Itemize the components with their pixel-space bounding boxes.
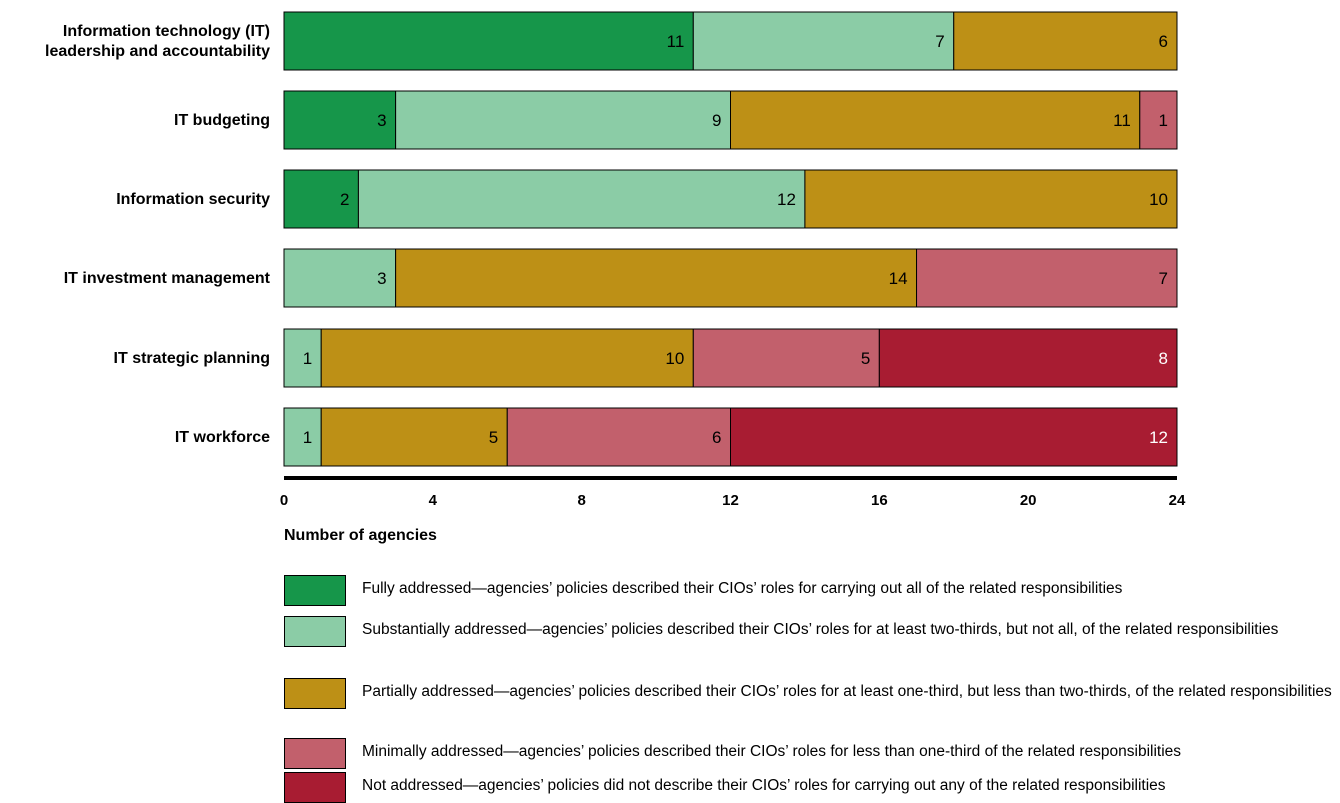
bar-segment bbox=[692, 11, 955, 71]
bar-value-label: 6 bbox=[712, 428, 721, 447]
bar-segment bbox=[283, 90, 397, 150]
bar-value-label: 1 bbox=[1159, 111, 1168, 130]
bar-value-label: 9 bbox=[712, 111, 721, 130]
bar-segment bbox=[395, 248, 918, 308]
category-label: Information security bbox=[116, 191, 270, 208]
bar-segment bbox=[320, 328, 694, 388]
bar-value-label: 1 bbox=[303, 428, 312, 447]
bar-value-label: 1 bbox=[303, 349, 312, 368]
bar-value-label: 5 bbox=[861, 349, 870, 368]
category-label: Information technology (IT) leadership an… bbox=[45, 23, 270, 60]
bar-value-label: 3 bbox=[377, 111, 386, 130]
category-label: IT workforce bbox=[175, 429, 270, 446]
x-tick-label: 4 bbox=[429, 492, 438, 509]
bar-value-label: 12 bbox=[777, 190, 796, 209]
bar-value-label: 8 bbox=[1159, 349, 1168, 368]
legend-swatch-fully bbox=[284, 575, 346, 606]
bar-value-label: 11 bbox=[667, 32, 685, 51]
legend-swatch-partially bbox=[284, 678, 346, 709]
legend-swatch-substantially bbox=[284, 616, 346, 647]
x-tick-label: 8 bbox=[577, 492, 585, 509]
legend-text-partially: Partially addressed—agencies’ policies d… bbox=[362, 683, 1332, 700]
bar-value-label: 11 bbox=[1113, 111, 1131, 130]
bar-value-label: 3 bbox=[377, 269, 386, 288]
bar-segment bbox=[283, 248, 397, 308]
x-axis-label: Number of agencies bbox=[284, 527, 437, 544]
bar-value-label: 5 bbox=[489, 428, 498, 447]
bar-value-label: 6 bbox=[1159, 32, 1168, 51]
bar-segment bbox=[320, 407, 508, 467]
bar-segment bbox=[953, 11, 1178, 71]
x-axis-line bbox=[284, 476, 1177, 480]
x-tick-label: 16 bbox=[871, 492, 888, 509]
bar-segment bbox=[730, 90, 1141, 150]
category-label: IT strategic planning bbox=[114, 350, 270, 367]
bar-segment bbox=[692, 328, 880, 388]
stacked-bar-chart: Information technology (IT) leadership an… bbox=[45, 11, 1186, 509]
legend-text-fully: Fully addressed—agencies’ policies descr… bbox=[362, 580, 1123, 597]
bar-value-label: 2 bbox=[340, 190, 349, 209]
bar-segment bbox=[395, 90, 731, 150]
legend-text-minimally: Minimally addressed—agencies’ policies d… bbox=[362, 743, 1182, 760]
legend-text-not: Not addressed—agencies’ policies did not… bbox=[362, 777, 1166, 794]
legend-swatch-not bbox=[284, 772, 346, 803]
x-tick-label: 12 bbox=[722, 492, 739, 509]
x-tick-label: 20 bbox=[1020, 492, 1037, 509]
bar-segment bbox=[283, 169, 359, 229]
x-tick-label: 24 bbox=[1169, 492, 1186, 509]
category-label: IT budgeting bbox=[174, 112, 270, 129]
bar-segment bbox=[1139, 90, 1178, 150]
legend-swatch-minimally bbox=[284, 738, 346, 769]
bar-segment bbox=[804, 169, 1178, 229]
category-label: IT investment management bbox=[64, 270, 271, 287]
bar-segment bbox=[283, 11, 694, 71]
legend-text-substantially: Substantially addressed—agencies’ polici… bbox=[362, 621, 1279, 638]
bar-value-label: 12 bbox=[1149, 428, 1168, 447]
bar-value-label: 7 bbox=[935, 32, 944, 51]
bar-value-label: 14 bbox=[889, 269, 908, 288]
bar-segment bbox=[730, 407, 1178, 467]
bar-segment bbox=[357, 169, 806, 229]
bar-value-label: 7 bbox=[1159, 269, 1168, 288]
bar-segment bbox=[878, 328, 1178, 388]
bar-value-label: 10 bbox=[1149, 190, 1168, 209]
x-tick-label: 0 bbox=[280, 492, 288, 509]
bar-segment bbox=[283, 407, 322, 467]
bar-segment bbox=[916, 248, 1178, 308]
bar-segment bbox=[283, 328, 322, 388]
bar-value-label: 10 bbox=[665, 349, 684, 368]
bar-segment bbox=[506, 407, 731, 467]
